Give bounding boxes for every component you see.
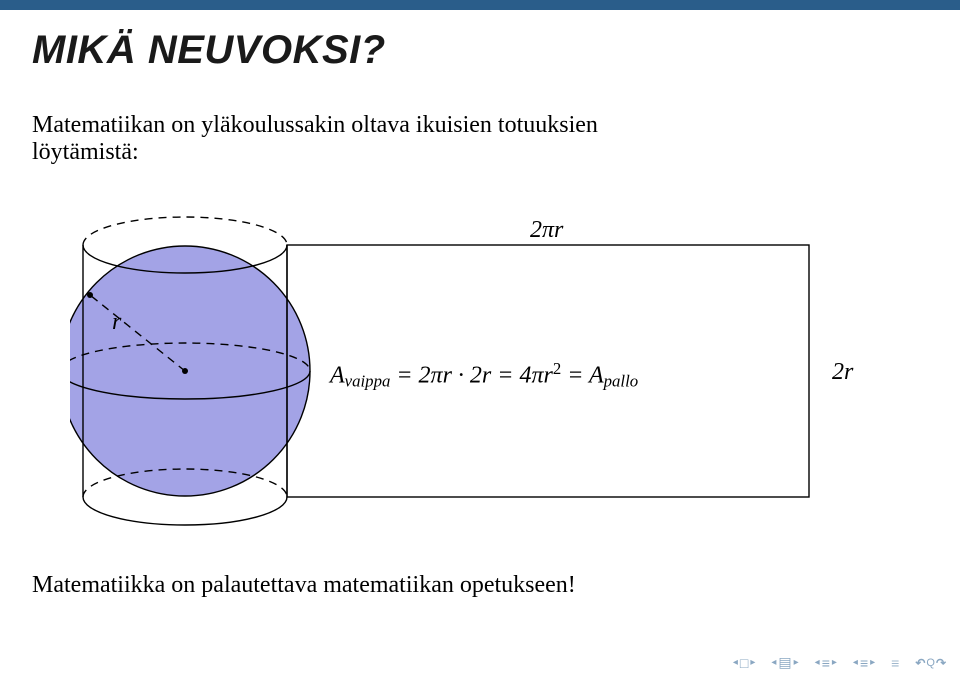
intro-line-1: Matematiikan on yläkoulussakin oltava ik… (32, 112, 598, 138)
nav-prev-subsection[interactable]: ◂ ≡ ▸ (815, 655, 837, 671)
triangle-right-icon: ▸ (870, 658, 875, 668)
nav-square-icon: □ (740, 655, 748, 671)
nav-doc-icon: ▤ (778, 654, 791, 671)
formula-sub-vaippa: vaippa (345, 372, 391, 391)
nav-prev-section[interactable]: ◂ □ ▸ (733, 655, 756, 671)
intro-line-2: löytämistä: (32, 139, 139, 165)
slide-nav: ◂ □ ▸ ◂ ▤ ▸ ◂ ≡ ▸ ◂ ≡ ▸ ≡ ↶ Q ↷ (733, 654, 946, 671)
triangle-left-icon: ◂ (771, 658, 776, 668)
intro-text: Matematiikan on yläkoulussakin oltava ik… (32, 112, 912, 166)
triangle-right-icon: ▸ (832, 658, 837, 668)
redo-icon: ↷ (936, 656, 946, 670)
height-label: 2r (832, 359, 853, 386)
formula-eq2: = A (561, 362, 603, 388)
circumference-label: 2πr (530, 217, 563, 244)
nav-reload[interactable]: ↶ Q ↷ (915, 656, 946, 670)
area-formula: Avaippa = 2πr · 2r = 4πr2 = Apallo (330, 359, 638, 392)
triangle-left-icon: ◂ (733, 658, 738, 668)
undo-icon: ↶ (915, 656, 925, 670)
nav-lines-icon: ≡ (891, 655, 899, 671)
radius-label: r (112, 309, 121, 336)
nav-q-icon: Q (926, 657, 935, 669)
nav-next[interactable]: ◂ ≡ ▸ (853, 655, 875, 671)
footnote-text: Matematiikka on palautettava matematiika… (32, 572, 576, 599)
triangle-right-icon: ▸ (750, 658, 755, 668)
accent-bar (0, 0, 960, 10)
nav-lines-icon: ≡ (860, 655, 868, 671)
formula-eq1: = 2πr · 2r = 4πr (390, 362, 552, 388)
formula-sup-2: 2 (553, 359, 561, 378)
triangle-right-icon: ▸ (794, 658, 799, 668)
formula-sub-pallo: pallo (604, 372, 639, 391)
nav-lines-icon: ≡ (822, 655, 830, 671)
triangle-left-icon: ◂ (853, 658, 858, 668)
diagram-area: r 2πr Avaippa = 2πr · 2r = 4πr2 = Apallo… (70, 185, 890, 545)
page-title: MIKÄ NEUVOKSI? (32, 28, 386, 73)
triangle-left-icon: ◂ (815, 658, 820, 668)
nav-prev-slide[interactable]: ◂ ▤ ▸ (771, 654, 798, 671)
formula-A: A (330, 362, 345, 388)
